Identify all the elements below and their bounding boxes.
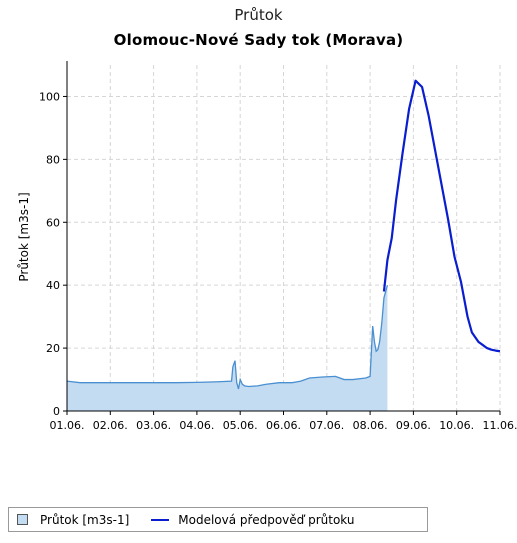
x-tick-label: 05.06. bbox=[223, 419, 258, 432]
legend: Průtok [m3s-1] Modelová předpověď průtok… bbox=[8, 507, 428, 532]
flow-line bbox=[66, 285, 389, 390]
legend-swatch-line bbox=[151, 518, 170, 521]
x-tick-label: 11.06. bbox=[483, 419, 517, 432]
chart-plot: 0 20 40 60 80 100 01.06. 02.06. 03.06. 04.06. 05.0… bbox=[17, 61, 517, 432]
legend-label-forecast: Modelová předpověď průtoku bbox=[178, 512, 355, 527]
x-tick-label: 09.06. bbox=[396, 419, 431, 432]
chart-subtitle: Olomouc-Nové Sady tok (Morava) bbox=[113, 31, 404, 49]
y-axis-label: Průtok [m3s-1] bbox=[17, 192, 31, 281]
legend-swatch-area bbox=[17, 514, 28, 525]
x-tick-label: 10.06. bbox=[439, 419, 474, 432]
legend-label-flow: Průtok [m3s-1] bbox=[40, 512, 130, 527]
x-tick-label: 04.06. bbox=[179, 419, 214, 432]
x-tick-label: 08.06. bbox=[353, 419, 388, 432]
x-tick-label: 02.06. bbox=[93, 419, 128, 432]
flow-area bbox=[67, 285, 388, 411]
y-tick-label: 100 bbox=[39, 90, 60, 103]
y-tick-label: 40 bbox=[46, 279, 60, 292]
x-tick-label: 03.06. bbox=[136, 419, 171, 432]
x-tick-label: 01.06. bbox=[50, 419, 85, 432]
forecast-line bbox=[382, 79, 501, 353]
chart-title: Průtok bbox=[234, 6, 283, 24]
y-tick-label: 0 bbox=[53, 405, 60, 418]
x-tick-label: 07.06. bbox=[309, 419, 344, 432]
y-tick-label: 80 bbox=[46, 153, 60, 166]
y-tick-label: 20 bbox=[46, 342, 60, 355]
x-tick-label: 06.06. bbox=[266, 419, 301, 432]
y-tick-label: 60 bbox=[46, 216, 60, 229]
